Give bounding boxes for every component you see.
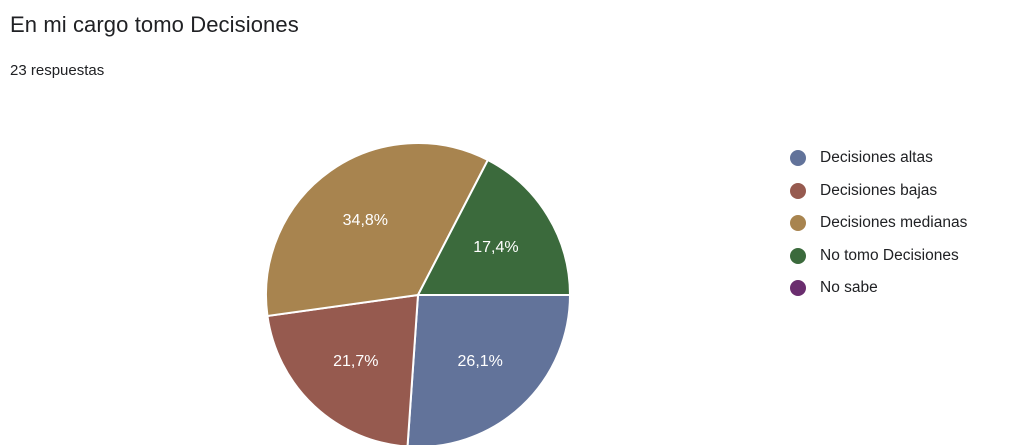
legend-label-2: Decisiones medianas [820,214,968,232]
pie-slice-label-2: 34,8% [343,212,388,229]
pie-slice-3 [416,158,572,296]
legend-label-3: No tomo Decisiones [820,246,959,264]
chart-legend: Decisiones altas Decisiones bajas Decision… [790,142,967,305]
pie-slice-label-1: 21,7% [333,353,378,370]
pie-slice-2 [265,142,490,318]
legend-swatch-4 [790,280,806,297]
legend-item-2: Decisiones medianas [790,207,967,240]
pie-slice-1 [266,293,420,445]
legend-item-3: No tomo Decisiones [790,240,967,273]
chart-title: En mi cargo tomo Decisiones [10,12,299,37]
legend-item-1: Decisiones bajas [790,175,967,208]
response-count: 23 respuestas [10,62,105,79]
legend-label-0: Decisiones altas [820,149,933,167]
pie-slice-0 [406,294,572,445]
legend-swatch-1 [790,182,806,199]
legend-swatch-0 [790,150,806,167]
legend-item-0: Decisiones altas [790,142,967,175]
legend-label-4: No sabe [820,279,878,297]
legend-swatch-3 [790,247,806,264]
legend-item-4: No sabe [790,272,967,305]
legend-swatch-2 [790,215,806,232]
legend-label-1: Decisiones bajas [820,181,938,199]
pie-slice-label-3: 17,4% [473,239,518,256]
pie-slice-label-0: 26,1% [458,353,503,370]
